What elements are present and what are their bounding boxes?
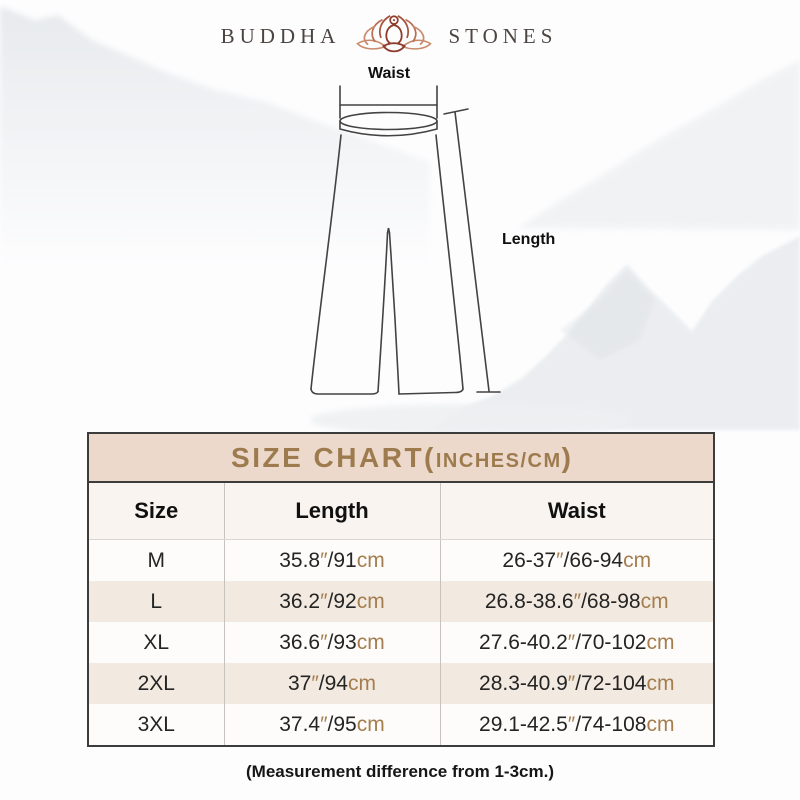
size-table-body: M 35.8″/91cm 26-37″/66-94cm L 36.2″/92cm 26.8… xyxy=(89,539,713,745)
cell-waist: 29.1-42.5″/74-108cm xyxy=(439,704,713,745)
cell-length: 36.2″/92cm xyxy=(223,581,440,622)
cell-waist: 26-37″/66-94cm xyxy=(439,539,713,581)
table-row: L 36.2″/92cm 26.8-38.6″/68-98cm xyxy=(89,581,713,622)
cell-length: 35.8″/91cm xyxy=(223,539,440,581)
cell-size: L xyxy=(89,581,224,622)
lotus-meditation-icon xyxy=(356,15,433,53)
size-chart-title-close: ) xyxy=(561,442,571,473)
length-measure-line xyxy=(454,111,490,392)
measurement-footnote: (Measurement difference from 1-3cm.) xyxy=(246,762,554,781)
brand-name-left: BUDDHA xyxy=(220,23,341,48)
table-header-row: Size Length Waist xyxy=(89,483,713,540)
size-chart: SIZE CHART(INCHES/CM) Size Length Waist … xyxy=(87,432,715,747)
cell-waist: 27.6-40.2″/70-102cm xyxy=(439,622,713,663)
cell-waist: 28.3-40.9″/72-104cm xyxy=(439,663,713,704)
cell-size: M xyxy=(89,539,224,581)
brand-header: BUDDHA STONES xyxy=(0,11,789,61)
column-header-size: Size xyxy=(89,483,224,540)
table-row: M 35.8″/91cm 26-37″/66-94cm xyxy=(89,539,713,581)
table-row: XL 36.6″/93cm 27.6-40.2″/70-102cm xyxy=(89,622,713,663)
cell-waist: 26.8-38.6″/68-98cm xyxy=(439,581,713,622)
column-header-length: Length xyxy=(223,483,440,540)
cell-length: 36.6″/93cm xyxy=(223,622,440,663)
column-header-waist: Waist xyxy=(439,483,713,540)
cell-size: 2XL xyxy=(89,663,224,704)
cell-length: 37″/94cm xyxy=(223,663,440,704)
brand-name-right: STONES xyxy=(448,23,558,48)
table-row: 3XL 37.4″/95cm 29.1-42.5″/74-108cm xyxy=(89,704,713,745)
size-table: Size Length Waist M 35.8″/91cm 26-37″/66-9… xyxy=(89,483,713,745)
cell-size: XL xyxy=(89,622,224,663)
table-row: 2XL 37″/94cm 28.3-40.9″/72-104cm xyxy=(89,663,713,704)
size-chart-title: SIZE CHART(INCHES/CM) xyxy=(89,434,713,483)
cell-size: 3XL xyxy=(89,704,224,745)
cell-length: 37.4″/95cm xyxy=(223,704,440,745)
length-tick-top xyxy=(443,108,469,115)
size-chart-title-units: INCHES/CM xyxy=(435,450,562,472)
length-label: Length xyxy=(502,231,556,248)
pants-outline-drawing xyxy=(310,85,501,395)
waist-label: Waist xyxy=(367,65,411,82)
size-chart-title-main: SIZE CHART( xyxy=(231,442,436,473)
